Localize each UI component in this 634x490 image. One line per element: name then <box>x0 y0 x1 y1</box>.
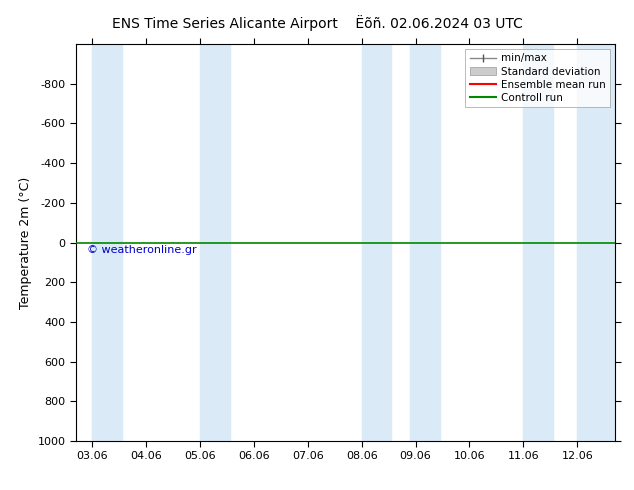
Y-axis label: Temperature 2m (°C): Temperature 2m (°C) <box>19 176 32 309</box>
Legend: min/max, Standard deviation, Ensemble mean run, Controll run: min/max, Standard deviation, Ensemble me… <box>465 49 610 107</box>
Bar <box>577 44 615 441</box>
Bar <box>93 44 122 441</box>
Bar <box>410 44 440 441</box>
Bar <box>361 44 391 441</box>
Bar <box>523 44 553 441</box>
Text: © weatheronline.gr: © weatheronline.gr <box>87 245 197 254</box>
Bar <box>200 44 230 441</box>
Text: ENS Time Series Alicante Airport    Ëõñ. 02.06.2024 03 UTC: ENS Time Series Alicante Airport Ëõñ. 02… <box>112 15 522 31</box>
